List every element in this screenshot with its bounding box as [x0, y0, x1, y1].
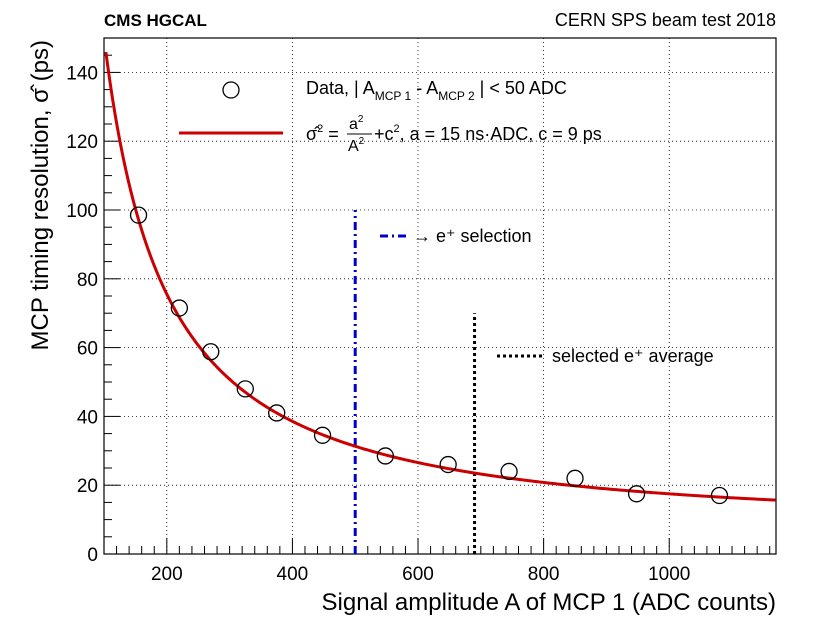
data-point [313, 426, 332, 444]
data-point [627, 485, 646, 503]
data-point [500, 462, 518, 481]
plot-frame [103, 37, 777, 555]
y-tick-label: 40 [77, 407, 98, 428]
vertical-lines [353, 210, 477, 554]
y-tick-label: 120 [66, 132, 98, 153]
y-tick-label: 140 [66, 63, 98, 84]
y-tick-label: 100 [66, 201, 98, 222]
x-tick-label: 400 [277, 564, 309, 585]
svg-text:σ̂2 =: σ̂2 = [306, 123, 339, 144]
y-axis-title: MCP timing resolution, σ̂ (ps) [27, 40, 54, 350]
x-axis-title: Signal amplitude A of MCP 1 (ADC counts) [322, 589, 776, 616]
e-selection-label: → e⁺ selection [413, 226, 532, 246]
x-tick-label: 200 [151, 564, 183, 585]
svg-text:a2: a2 [349, 114, 364, 133]
x-tick-label: 1000 [648, 564, 690, 585]
data-point [566, 469, 584, 487]
e-average-label: selected e⁺ average [552, 346, 714, 366]
svg-text:A2: A2 [348, 136, 365, 155]
y-tick-label: 60 [77, 339, 98, 360]
data-point [170, 299, 189, 317]
y-tick-label: 80 [77, 270, 98, 291]
legend: Data, | AMCP 1 - AMCP 2 | < 50 ADC σ̂2 =… [179, 78, 602, 155]
data-points [129, 206, 729, 505]
experiment-label: CMS HGCAL [104, 11, 207, 30]
data-point [439, 455, 457, 474]
x-tick-label: 600 [402, 564, 434, 585]
legend-data-marker [222, 81, 240, 99]
data-point [236, 380, 254, 398]
legend-data-label: Data, | AMCP 1 - AMCP 2 | < 50 ADC [306, 78, 567, 103]
grid [104, 38, 776, 554]
svg-text:+c2, a = 15 ns·ADC, c = 9 ps: +c2, a = 15 ns·ADC, c = 9 ps [374, 123, 602, 144]
data-point [710, 486, 729, 505]
tick-labels: 0 20 40 60 80 100 120 140 200 400 600 800 1000 [66, 63, 690, 585]
data-point [268, 404, 286, 422]
data-point [202, 343, 220, 361]
beam-test-label: CERN SPS beam test 2018 [555, 10, 776, 30]
data-point [376, 447, 395, 465]
y-tick-label: 0 [87, 545, 98, 566]
x-tick-label: 800 [528, 564, 560, 585]
axis-ticks [103, 37, 771, 555]
legend-fit-label: σ̂2 = a2 A2 +c2, a = 15 ns·ADC, c = 9 ps [306, 114, 602, 155]
data-point [129, 206, 148, 224]
fit-curve [104, 51, 776, 502]
y-tick-label: 20 [77, 476, 98, 497]
